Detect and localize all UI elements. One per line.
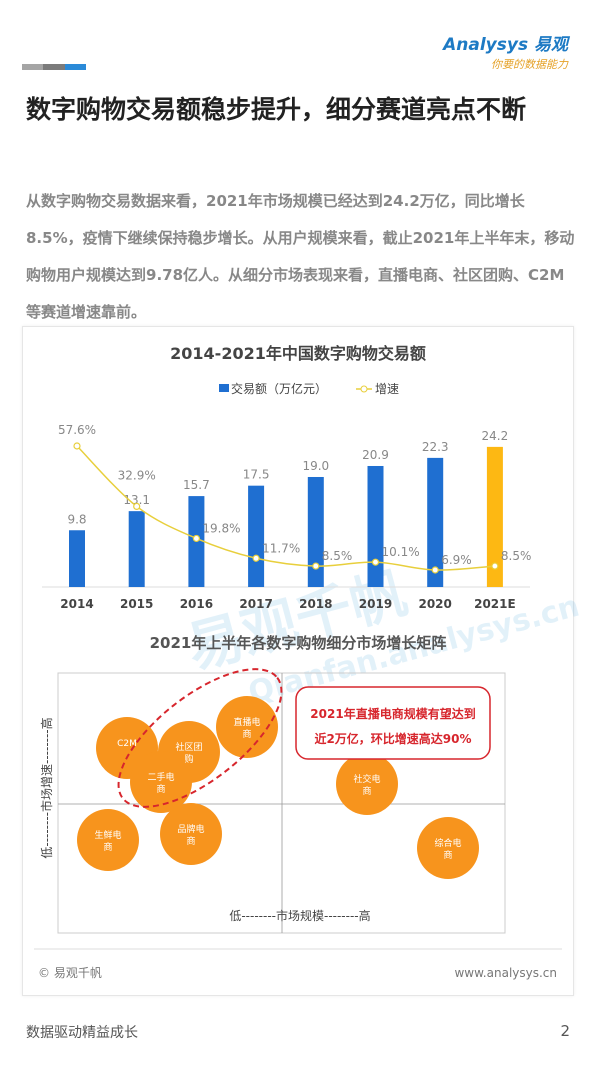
growth-point-2020 xyxy=(431,566,439,574)
bubble-circle xyxy=(216,696,278,758)
bubble-label-2: 购 xyxy=(184,753,193,765)
callout-line-1: 2021年直播电商规模有望达到 xyxy=(310,706,475,721)
matrix-frame xyxy=(57,672,506,934)
growth-point-2015 xyxy=(133,502,141,511)
bar-2017 xyxy=(248,485,265,587)
legend-line-marker xyxy=(360,385,368,393)
bubble-直播电商: 直播电商 xyxy=(216,696,278,758)
bubble-label: 社交电 xyxy=(353,773,380,785)
callout-box xyxy=(295,686,491,760)
bubble-circle xyxy=(130,751,192,813)
growth-point-2018 xyxy=(312,562,320,570)
growth-label-2014: 57.6% xyxy=(58,423,96,437)
source-label: © 易观千帆 xyxy=(38,965,102,980)
bubble-label-2: 商 xyxy=(362,785,371,797)
bubble-label: 社区团 xyxy=(175,741,202,753)
growth-label-2019: 10.1% xyxy=(382,545,420,559)
bar-2021E xyxy=(486,446,503,587)
matrix-xlabel: 低--------市场规模--------高 xyxy=(229,908,370,923)
bar-2014 xyxy=(69,530,85,587)
growth-label-2021E: 8.5% xyxy=(501,549,532,563)
growth-label-2017: 11.7% xyxy=(262,541,300,555)
bubble-label: 品牌电 xyxy=(177,823,204,835)
growth-point-2014 xyxy=(73,442,81,450)
bar-label-2016: 15.7 xyxy=(183,478,210,492)
x-tick-2014: 2014 xyxy=(60,597,93,611)
growth-point-2019 xyxy=(371,558,380,566)
x-tick-2019: 2019 xyxy=(359,597,392,611)
bubble-circle xyxy=(417,817,479,879)
bar-label-2019: 20.9 xyxy=(362,448,389,462)
bar-label-2021E: 24.2 xyxy=(482,429,509,443)
bubble-label-2: 商 xyxy=(443,849,452,861)
x-tick-2017: 2017 xyxy=(239,597,272,611)
growth-point-2021E xyxy=(491,562,499,570)
bar-2018 xyxy=(307,476,324,587)
bubble-label: 直播电 xyxy=(233,716,260,728)
x-tick-2015: 2015 xyxy=(120,597,153,611)
bubble-label-2: 商 xyxy=(186,835,195,847)
page-number: 2 xyxy=(560,1022,570,1040)
bar-seg xyxy=(64,64,86,70)
legend-bar-swatch xyxy=(219,384,229,392)
page-title: 数字购物交易额稳步提升，细分赛道亮点不断 xyxy=(26,95,527,124)
bar-2015 xyxy=(128,511,145,587)
callout-line-2: 近2万亿，环比增速高达90% xyxy=(314,731,471,746)
x-tick-2016: 2016 xyxy=(180,597,213,611)
intro-paragraph: 从数字购物交易数据来看，2021年市场规模已经达到24.2万亿，同比增长8.5%… xyxy=(26,192,575,321)
chart1-title: 2014-2021年中国数字购物交易额 xyxy=(170,344,426,363)
bubble-circle xyxy=(77,809,139,871)
growth-label-2018: 8.5% xyxy=(322,549,353,563)
website-label: www.analysys.cn xyxy=(454,966,557,980)
growth-label-2020: 6.9% xyxy=(441,553,472,567)
growth-point-2017 xyxy=(252,554,260,562)
bubble-label: 二手电 xyxy=(147,771,174,783)
highlight-ellipse xyxy=(117,668,283,808)
growth-point-2016 xyxy=(192,534,200,543)
section-bar xyxy=(22,64,86,70)
bubble-label: 生鲜电 xyxy=(94,829,121,841)
bar-label-2015: 13.1 xyxy=(123,493,150,507)
bar-seg xyxy=(43,64,65,70)
bubble-label-2: 商 xyxy=(242,728,251,740)
chart1-legend: 交易额（万亿元） 增速 xyxy=(219,381,399,396)
bubble-label: 综合电 xyxy=(434,837,461,849)
legend-bar-label: 交易额（万亿元） xyxy=(231,381,327,396)
bar-label-2014: 9.8 xyxy=(67,512,86,526)
x-tick-2018: 2018 xyxy=(299,597,332,611)
bar-2020 xyxy=(427,457,444,587)
growth-label-2015: 32.9% xyxy=(118,468,156,482)
bubble-circle xyxy=(336,753,398,815)
legend-line-label: 增速 xyxy=(375,382,399,396)
x-tick-2020: 2020 xyxy=(418,597,451,611)
bubble-label-2: 商 xyxy=(103,841,112,853)
bubble-circle xyxy=(160,803,222,865)
bubble-label: C2M xyxy=(117,739,137,749)
bubble-label-2: 商 xyxy=(156,783,165,795)
matrix-ylabel: 低--------市场增速--------高 xyxy=(39,717,54,858)
bar-seg xyxy=(22,64,44,70)
bar-label-2018: 19.0 xyxy=(302,459,329,473)
bar-label-2017: 17.5 xyxy=(243,468,270,482)
footer-slogan: 数据驱动精益成长 xyxy=(26,1025,138,1041)
growth-label-2016: 19.8% xyxy=(202,521,240,535)
x-tick-2021E: 2021E xyxy=(474,597,516,611)
analysys-logo: Analysys 易观 你要的数据能力 xyxy=(443,35,568,71)
bar-label-2020: 22.3 xyxy=(422,440,449,454)
bar-2019 xyxy=(367,465,384,587)
chart2-title: 2021年上半年各数字购物细分市场增长矩阵 xyxy=(150,634,447,652)
chart-card xyxy=(22,326,574,996)
